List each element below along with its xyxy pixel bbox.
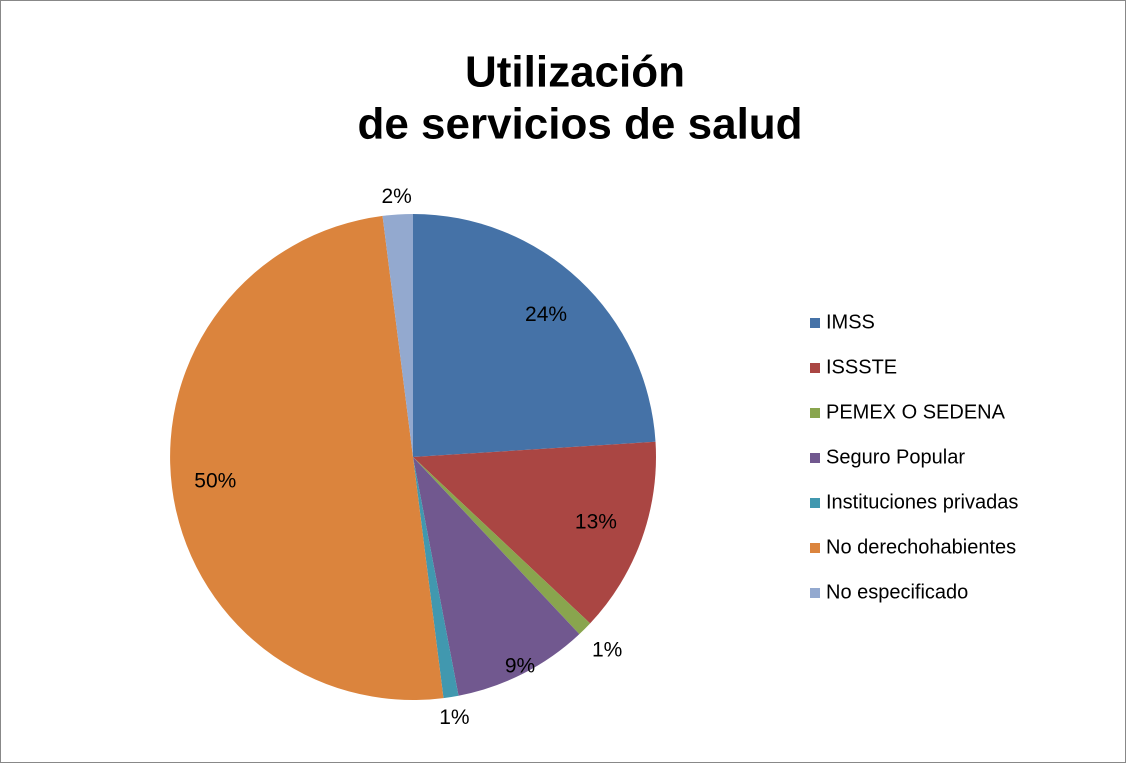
legend-label: IMSS xyxy=(826,311,875,333)
legend-swatch xyxy=(810,318,820,328)
legend-label: No derechohabientes xyxy=(826,536,1016,558)
legend-swatch xyxy=(810,408,820,418)
pie-slice xyxy=(413,457,459,699)
legend-swatch xyxy=(810,498,820,508)
data-label: 24% xyxy=(525,303,567,326)
legend-swatch xyxy=(810,363,820,373)
legend-label: No especificado xyxy=(826,581,968,603)
pie-slice xyxy=(382,214,413,457)
data-label: 13% xyxy=(575,510,617,533)
data-label: 1% xyxy=(592,639,622,662)
legend-label: PEMEX O SEDENA xyxy=(826,401,1006,423)
legend-label: Instituciones privadas xyxy=(826,491,1018,513)
pie-slice xyxy=(413,214,656,457)
legend-label: ISSSTE xyxy=(826,356,897,378)
legend-swatch xyxy=(810,453,820,463)
pie-slice xyxy=(170,215,444,700)
chart-title: Utilización xyxy=(465,48,685,97)
pie-slice xyxy=(413,457,591,635)
legend-swatch xyxy=(810,588,820,598)
data-label: 50% xyxy=(194,470,236,493)
pie-slice xyxy=(413,441,656,624)
legend-label: Seguro Popular xyxy=(826,446,965,468)
data-label: 2% xyxy=(381,185,411,208)
data-label: 1% xyxy=(439,706,469,729)
pie-slice xyxy=(413,457,580,696)
data-label: 9% xyxy=(505,655,535,678)
chart-title: de servicios de salud xyxy=(357,100,802,149)
legend-swatch xyxy=(810,543,820,553)
